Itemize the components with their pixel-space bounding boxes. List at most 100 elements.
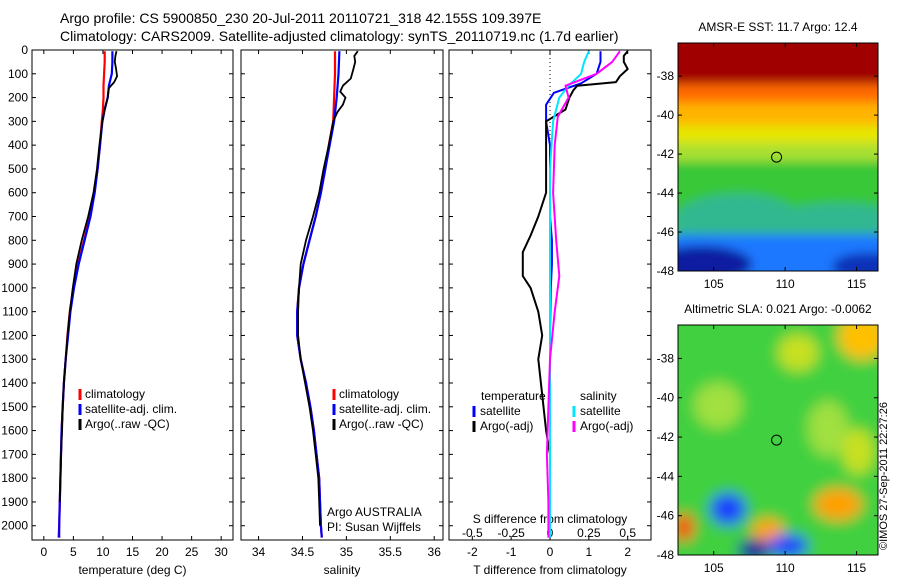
- depth-tick-label: 1300: [1, 352, 28, 366]
- x-tick-label: -1: [506, 545, 517, 559]
- depth-tick-label: 200: [8, 91, 28, 105]
- depth-tick-label: 1700: [1, 447, 28, 461]
- depth-tick-label: 900: [8, 257, 28, 271]
- x-tick-label: 1: [586, 545, 593, 559]
- x-tick-label: 10: [96, 545, 110, 559]
- depth-tick-label: 0: [21, 43, 28, 57]
- legend-label: Argo(..raw -QC): [339, 417, 424, 431]
- sla-low: [768, 534, 808, 555]
- series-line-argo: [58, 50, 118, 502]
- panel-annotation: Argo AUSTRALIA: [327, 505, 422, 519]
- map-frame: [677, 42, 879, 272]
- depth-tick-label: 600: [8, 186, 28, 200]
- depth-tick-label: 300: [8, 114, 28, 128]
- panel-annotation: PI: Susan Wijffels: [327, 520, 421, 534]
- map-field-blurred: [678, 325, 878, 555]
- x2-tick-label: -0.5: [462, 526, 483, 540]
- map-field-1: [678, 325, 878, 555]
- map-y-tick-label: -40: [657, 108, 675, 122]
- map-frame: [677, 324, 879, 556]
- x-tick-label: 5: [70, 545, 77, 559]
- legend-label: satellite: [480, 404, 521, 418]
- legend-label: Argo(..raw -QC): [85, 417, 170, 431]
- depth-tick-label: 500: [8, 162, 28, 176]
- series-line-salinity-s_argo: [545, 50, 621, 538]
- legend-title-temperature: temperature: [481, 389, 546, 403]
- legend-label: climatology: [85, 387, 145, 401]
- x-axis-label: salinity: [324, 563, 361, 577]
- series-line-temperature-satellite: [545, 51, 602, 538]
- x2-tick-label: 0.5: [619, 526, 636, 540]
- sst-yellow-band: [678, 125, 878, 148]
- series-line-salinity-s_satellite: [549, 50, 590, 538]
- map-x-tick-label: 105: [704, 561, 724, 575]
- map-title: Altimetric SLA: 0.021 Argo: -0.0062: [684, 302, 872, 316]
- map-y-tick-label: -48: [657, 264, 675, 278]
- depth-tick-label: 400: [8, 138, 28, 152]
- series-line-satellite: [58, 51, 114, 538]
- depth-tick-label: 2000: [1, 519, 28, 533]
- map-field-0: [678, 43, 878, 271]
- x-tick-label: -2: [467, 545, 478, 559]
- plot-frame-1: [240, 49, 444, 541]
- figure-title-line1: Argo profile: CS 5900850_230 20-Jul-2011…: [60, 10, 542, 26]
- depth-tick-label: 1100: [2, 305, 28, 319]
- depth-tick-label: 700: [8, 210, 28, 224]
- map-y-tick-label: -46: [657, 509, 675, 523]
- map-x-tick-label: 110: [776, 561, 795, 575]
- argo-position-marker: [771, 151, 783, 163]
- sla-patch: [778, 334, 818, 371]
- depth-tick-label: 1800: [1, 471, 28, 485]
- map-y-tick-label: -44: [657, 186, 675, 200]
- sla-low: [738, 538, 770, 555]
- sst-deep-blue: [678, 245, 752, 271]
- legend-label: satellite-adj. clim.: [339, 402, 431, 416]
- map-y-tick-label: -38: [657, 351, 675, 365]
- argo-position-marker: [771, 434, 783, 446]
- depth-tick-label: 1000: [1, 281, 28, 295]
- sst-teal-eddy: [678, 193, 802, 249]
- x-tick-label: 15: [126, 545, 140, 559]
- x-tick-label: 34.5: [291, 545, 315, 559]
- depth-tick-label: 100: [8, 67, 28, 81]
- depth-tick-label: 1500: [1, 400, 28, 414]
- sla-high: [814, 488, 862, 521]
- depth-tick-label: 1200: [1, 328, 28, 342]
- depth-tick-label: 1400: [1, 376, 28, 390]
- depth-tick-label: 1600: [1, 424, 28, 438]
- x2-tick-label: -0.25: [497, 526, 525, 540]
- sla-high: [838, 325, 878, 360]
- x-tick-label: 2: [624, 545, 631, 559]
- map-title: AMSR-E SST: 11.7 Argo: 12.4: [698, 20, 858, 34]
- map-y-tick-label: -38: [657, 69, 675, 83]
- series-line-argo: [297, 50, 359, 526]
- series-line-climatology: [57, 51, 106, 538]
- x-tick-label: 36: [428, 545, 442, 559]
- sla-patch: [808, 400, 848, 457]
- legend-title-salinity: salinity: [580, 389, 617, 403]
- x-tick-label: 25: [185, 545, 199, 559]
- sla-patch: [694, 382, 742, 429]
- sla-low: [710, 492, 746, 526]
- series-line-temperature-argo: [521, 50, 629, 502]
- map-x-tick-label: 115: [847, 561, 866, 575]
- sla-patch: [842, 428, 874, 475]
- map-y-tick-label: -42: [657, 147, 675, 161]
- x-axis-label: T difference from climatology: [473, 563, 627, 577]
- map-y-tick-label: -40: [657, 391, 675, 405]
- x-tick-label: 0: [40, 545, 47, 559]
- depth-tick-label: 800: [8, 233, 28, 247]
- map-y-tick-label: -46: [657, 225, 675, 239]
- legend-label: satellite-adj. clim.: [85, 402, 177, 416]
- x-tick-label: 34: [252, 545, 266, 559]
- figure-title-line2: Climatology: CARS2009. Satellite-adjuste…: [60, 28, 619, 44]
- x-tick-label: 35.5: [379, 545, 403, 559]
- map-x-tick-label: 110: [776, 277, 795, 291]
- sst-deep-blue: [832, 252, 878, 271]
- x-tick-label: 30: [214, 545, 228, 559]
- x2-tick-label: 0.25: [577, 526, 601, 540]
- legend-label: Argo(-adj): [580, 419, 633, 433]
- map-field-blurred: [678, 43, 878, 271]
- plot-frame-0: [31, 49, 234, 541]
